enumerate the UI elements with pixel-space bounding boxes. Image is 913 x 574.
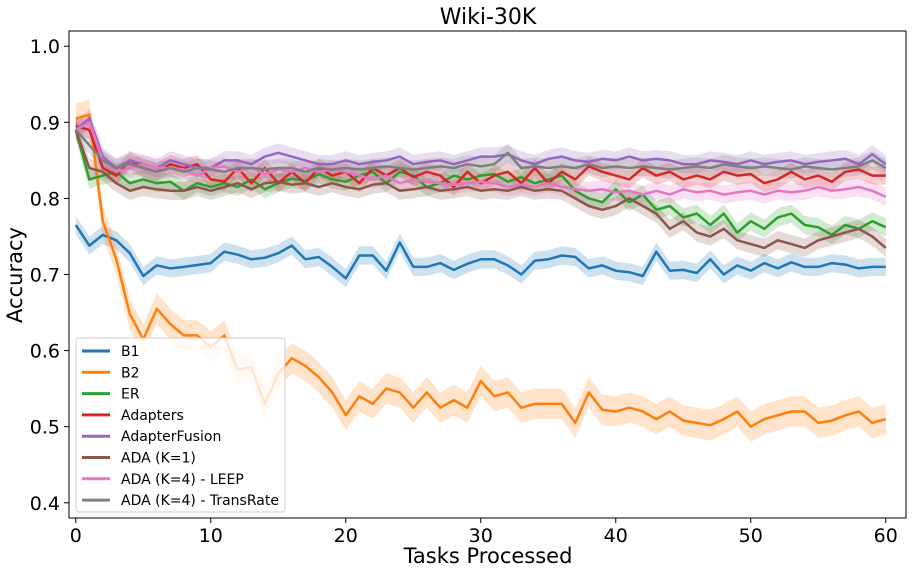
band-ada-k-4-leep <box>75 113 886 206</box>
legend-label-b2: B2 <box>121 365 140 381</box>
legend-label-adapterfusion: AdapterFusion <box>121 429 221 445</box>
x-tick-label: 0 <box>70 525 82 547</box>
legend-label-adapters: Adapters <box>121 408 184 424</box>
confidence-bands <box>75 99 886 442</box>
x-tick-label: 30 <box>469 525 493 547</box>
x-tick-label: 60 <box>874 525 898 547</box>
band-ada-k-4-transrate <box>75 120 886 181</box>
y-tick-label: 0.6 <box>30 341 60 363</box>
y-axis-ticks: 0.4 0.5 0.6 0.7 0.8 0.9 1.0 <box>30 36 69 515</box>
legend-label-er: ER <box>121 387 140 403</box>
band-adapters <box>75 117 886 197</box>
x-tick-label: 50 <box>739 525 763 547</box>
y-tick-label: 1.0 <box>30 36 60 58</box>
x-tick-label: 40 <box>604 525 628 547</box>
legend-label-ada-k-4-transrate: ADA (K=4) - TransRate <box>121 493 279 509</box>
line-er <box>74 129 887 237</box>
legend-label-ada-k-4-leep: ADA (K=4) - LEEP <box>121 472 244 488</box>
x-axis-ticks: 0 10 20 30 40 50 60 <box>70 518 898 547</box>
x-tick-label: 10 <box>199 525 223 547</box>
y-tick-label: 0.4 <box>30 493 60 515</box>
y-tick-label: 0.8 <box>30 188 60 210</box>
x-tick-label: 20 <box>334 525 358 547</box>
line-adapters <box>75 124 886 189</box>
y-axis-title: Accuracy <box>3 227 27 323</box>
legend-label-b1: B1 <box>121 344 140 360</box>
line-b1 <box>74 224 886 280</box>
y-tick-label: 0.9 <box>30 112 60 134</box>
x-axis-title: Tasks Processed <box>403 544 573 568</box>
chart-title: Wiki-30K <box>440 5 537 30</box>
legend-label-ada-k-1: ADA (K=1) <box>121 451 196 467</box>
band-b2 <box>75 99 886 442</box>
line-ada-k-4-leep <box>75 121 887 199</box>
line-ada-k-4-transrate <box>74 129 887 174</box>
legend: B1 B2 ER Adapters AdapterFusion ADA (K=1) ADA … <box>75 337 286 513</box>
y-tick-label: 0.5 <box>30 417 60 439</box>
legend-box <box>75 337 286 513</box>
band-ada-k-1 <box>75 120 886 257</box>
y-tick-label: 0.7 <box>30 265 60 287</box>
band-adapterfusion <box>75 109 886 178</box>
line-ada-k-1 <box>74 129 887 250</box>
